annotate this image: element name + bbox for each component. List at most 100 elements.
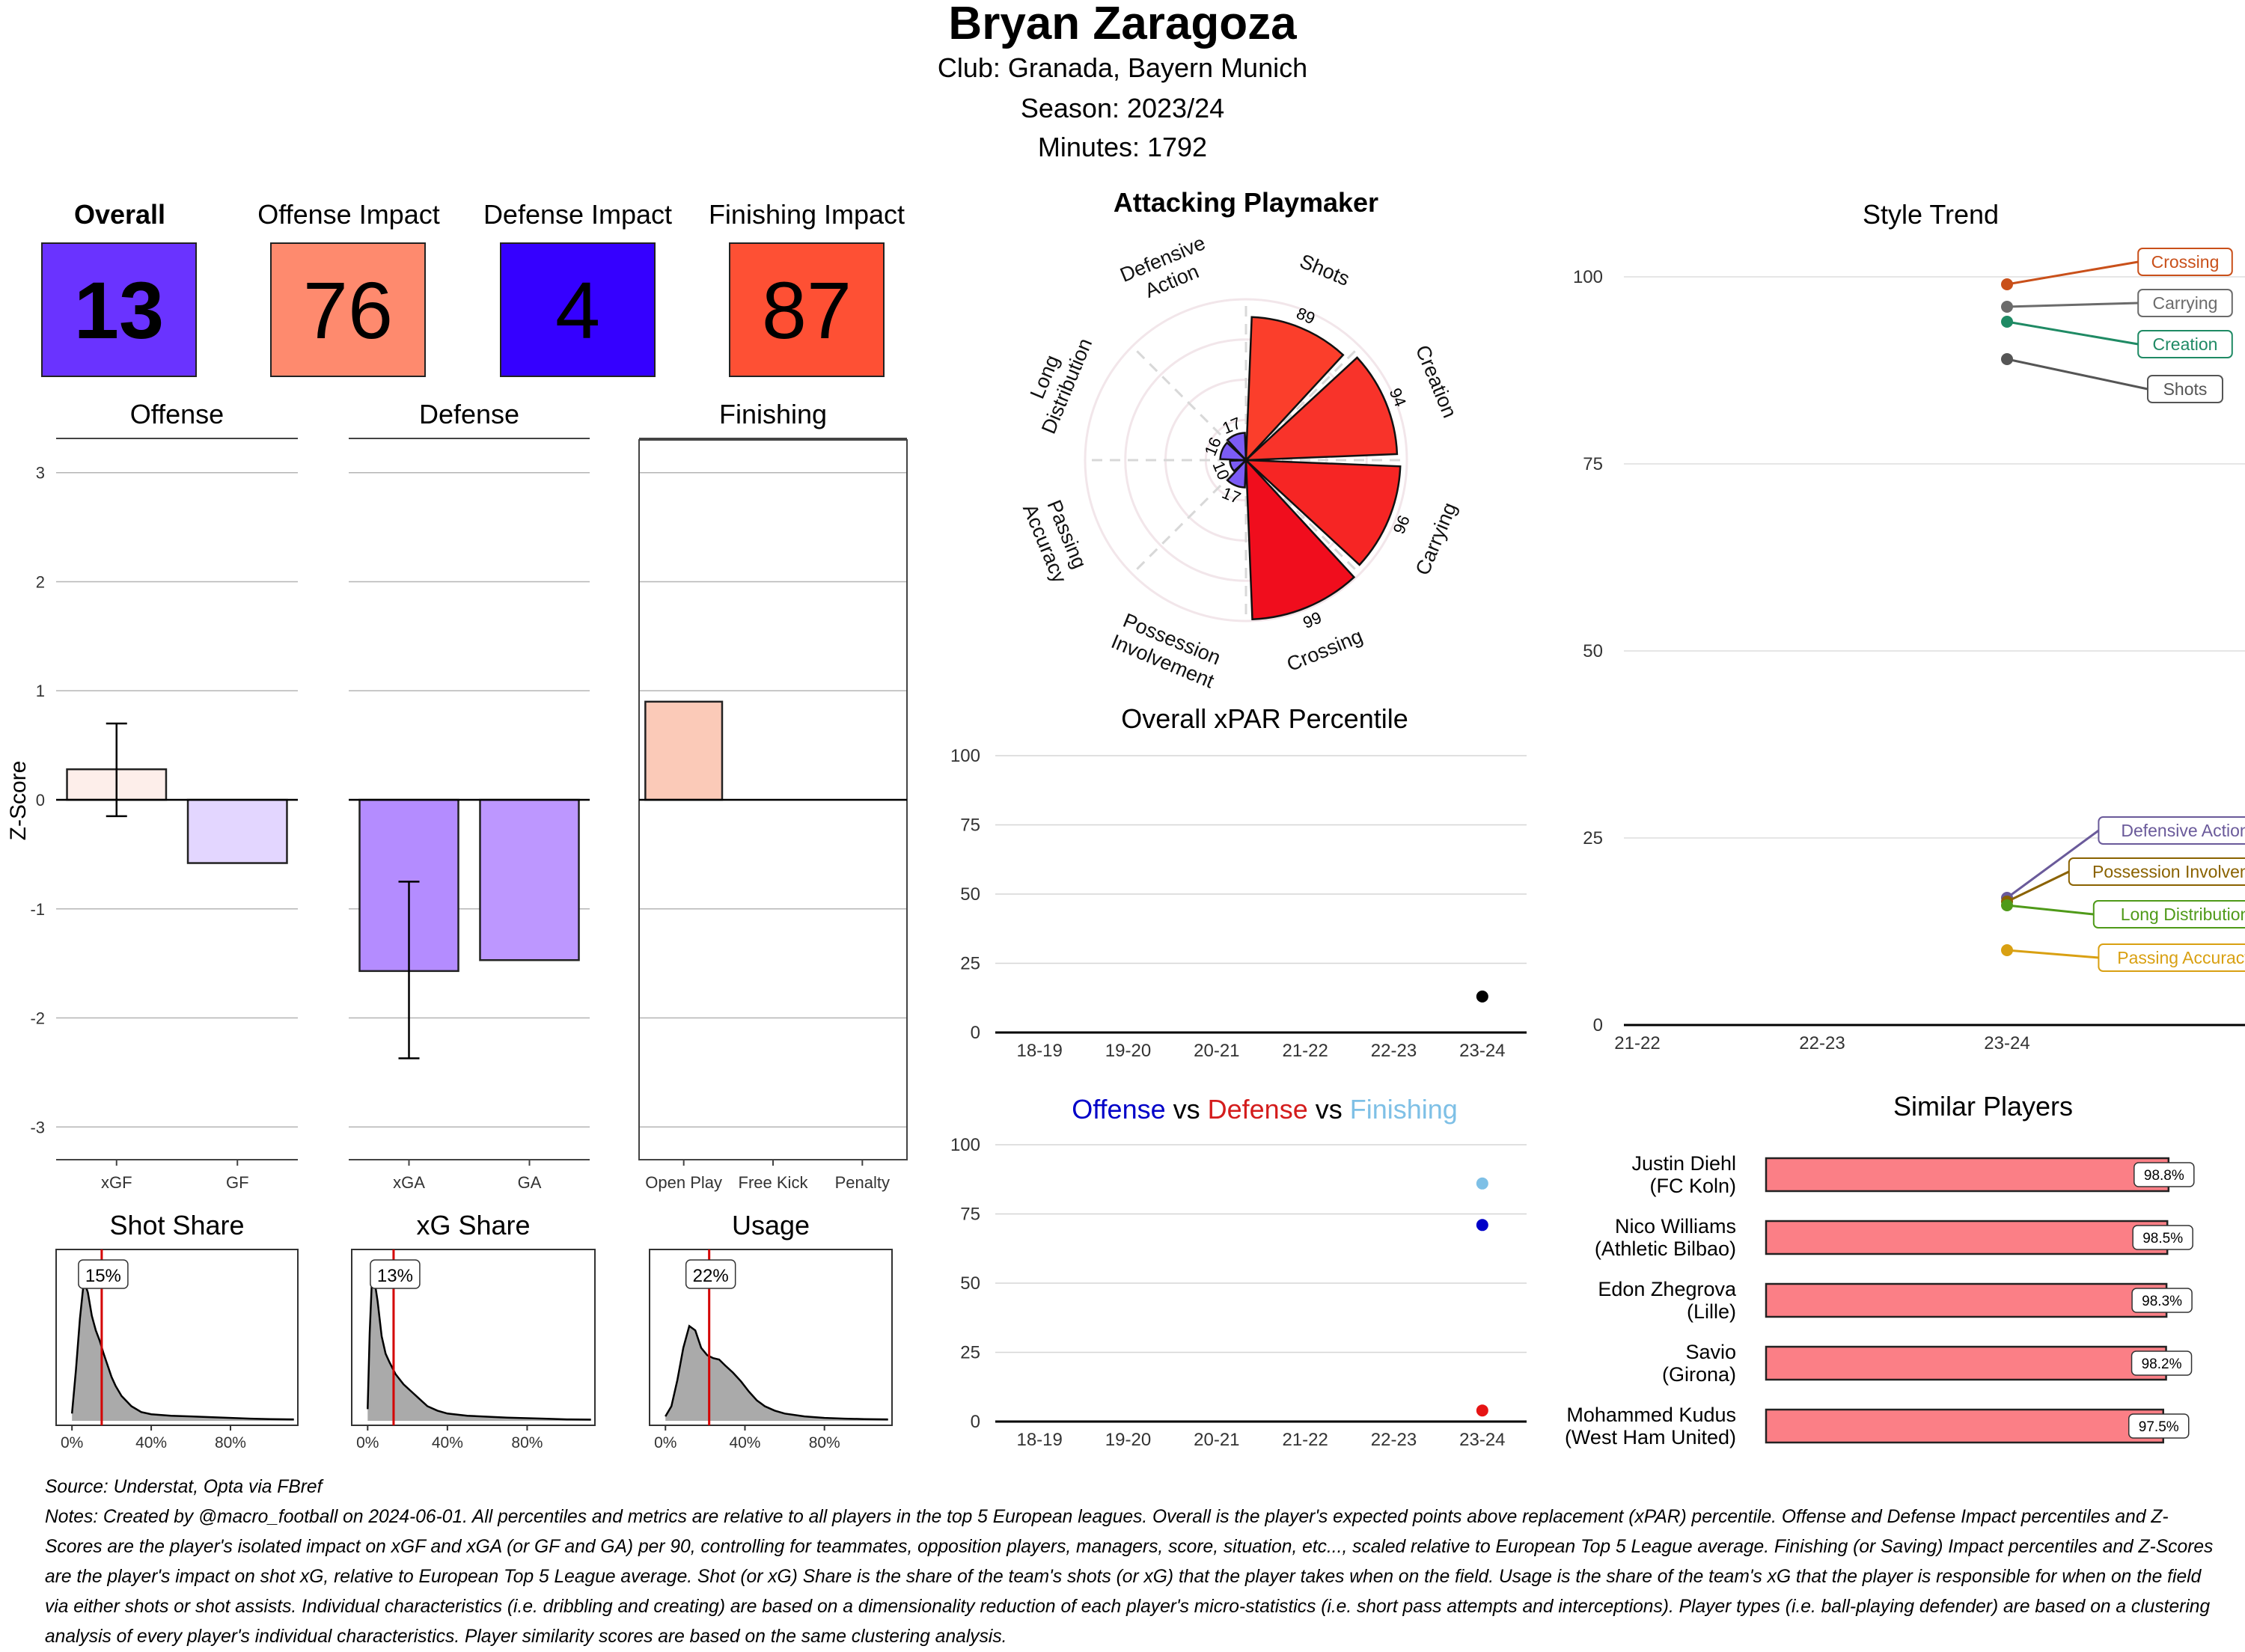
xpar-xtick-label: 20-21 (1194, 1041, 1239, 1061)
z-ytick-label: -3 (30, 1118, 45, 1136)
density-line (665, 1324, 888, 1421)
ovd-xtick-label: 23-24 (1459, 1430, 1505, 1450)
similar-players-chart: Justin Diehl(FC Koln) 98.8%Nico Williams(… (1565, 1152, 2195, 1448)
trend-label: Creation (2153, 334, 2218, 354)
density-label: 22% (693, 1266, 729, 1286)
footer-notes: Source: Understat, Opta via FBref Notes:… (45, 1472, 2215, 1652)
radar-category-label: PossessionInvolvement (1108, 608, 1227, 688)
kpi-defense-label: Defense Impact (483, 199, 673, 230)
trend-label-box (2098, 816, 2245, 845)
radar-value-label: 99 (1300, 608, 1324, 631)
trend-label: Passing Accuracy (2117, 948, 2245, 967)
trend-connector (2006, 904, 2094, 916)
radar-category-line: Carrying (1411, 499, 1461, 578)
density-xtick-label: 80% (215, 1434, 246, 1451)
trend-label-box (2068, 857, 2245, 886)
z-xtick-label: xGF (101, 1173, 132, 1192)
style-trend-chart: 0 25 50 75 100 21-22 22-23 23-24 Crossing Carryin… (1573, 248, 2245, 1053)
zscore-chart: Z-Score 3 2 1 0 -1 -2 -3 Offense xGF GF Defense xGA G… (6, 399, 908, 1192)
ovd-chart: 0 25 50 75 100 18-19 19-20 20-21 21-22 22-23 23-24 (950, 1135, 1527, 1450)
ovd-ytick-label: 100 (950, 1135, 980, 1155)
z-ytick-label: 1 (36, 682, 45, 700)
player-name: Bryan Zaragoza (948, 0, 1297, 49)
club-line: Club: Granada, Bayern Munich (937, 52, 1308, 83)
trend-label: Shots (2163, 379, 2208, 399)
trend-point (2001, 301, 2013, 313)
radar-category-label: Carrying (1411, 499, 1461, 578)
radar-bar (1226, 457, 1247, 489)
radar-category-label: Creation (1411, 342, 1461, 421)
trend-connector (2006, 358, 2148, 391)
trend-connector (2006, 870, 2070, 903)
trend-ytick-label: 0 (1593, 1015, 1603, 1035)
xpar-title: Overall xPAR Percentile (1121, 703, 1408, 734)
similar-label-box (2131, 1288, 2193, 1313)
trend-ytick-label: 100 (1573, 267, 1603, 287)
similar-label: 98.5% (2142, 1231, 2183, 1246)
source-text: Source: Understat, Opta via FBref (45, 1477, 323, 1497)
radar-category-label: Shots (1297, 250, 1353, 290)
radar-bar (1244, 316, 1345, 463)
similar-label-box (2132, 1225, 2193, 1250)
ovd-xtick-label: 19-20 (1105, 1430, 1151, 1450)
ovd-xtick-label: 22-23 (1371, 1430, 1417, 1450)
xpar-ytick-label: 100 (950, 746, 980, 766)
z-ytick-label: 0 (36, 791, 45, 810)
trend-point (2001, 278, 2013, 290)
kpi-finishing-label: Finishing Impact (708, 199, 905, 230)
radar-category-label: Crossing (1283, 625, 1366, 676)
similar-player-name: Justin Diehl (1631, 1152, 1736, 1175)
similar-player-name: Nico Williams (1615, 1215, 1736, 1238)
similar-player-name: (Girona) (1662, 1363, 1736, 1386)
trend-connector (2006, 829, 2100, 899)
radar-ring (1124, 338, 1368, 582)
radar-bar (1243, 356, 1399, 462)
radar-bar (1219, 441, 1249, 462)
radar-category-line: Crossing (1283, 625, 1366, 676)
density-label-box (685, 1259, 736, 1289)
trend-label-box (2137, 248, 2233, 276)
similar-label: 97.5% (2139, 1419, 2179, 1435)
density-area (665, 1326, 888, 1421)
radar-ring (1084, 298, 1408, 622)
density-xtick-label: 80% (511, 1434, 543, 1451)
radar-category-label: PassingAccuracy (1018, 492, 1093, 587)
similar-player-name: Edon Zhegrova (1598, 1278, 1737, 1300)
z-xtick-label: Penalty (835, 1173, 890, 1192)
similar-bar (1765, 1157, 2170, 1193)
ovd-title-finishing: Finishing (1349, 1094, 1458, 1125)
z-xtick-label: Free Kick (739, 1173, 809, 1192)
xpar-xtick-label: 23-24 (1459, 1041, 1505, 1061)
trend-connector (2006, 260, 2139, 286)
radar-category-label: LongDistribution (1015, 326, 1096, 438)
trend-point (2001, 899, 2013, 911)
minutes-line: Minutes: 1792 (1037, 132, 1208, 162)
xpar-ytick-label: 25 (960, 954, 980, 974)
similar-player-name: (West Ham United) (1565, 1426, 1736, 1448)
xpar-ytick-label: 75 (960, 816, 980, 836)
notes-text: Notes: Created by @macro_football on 202… (45, 1507, 2214, 1647)
kpi-offense-value: 76 (270, 242, 426, 377)
z-bar (479, 798, 580, 961)
similar-bar (1765, 1408, 2164, 1444)
kpi-overall-label: Overall (73, 199, 166, 230)
trend-label: Carrying (2153, 293, 2218, 313)
ovd-ytick-label: 75 (960, 1205, 980, 1225)
ovd-ytick-label: 0 (971, 1412, 980, 1432)
density-title: Shot Share (109, 1210, 244, 1240)
z-bar (186, 798, 288, 864)
xpar-chart: 0 25 50 75 100 18-19 19-20 20-21 21-22 22-23 23-24 (950, 746, 1527, 1061)
density-label-box (78, 1259, 129, 1289)
trend-label-box (2098, 943, 2245, 972)
density-area (72, 1280, 294, 1421)
trend-connector (2006, 320, 2139, 346)
ovd-xtick-label: 18-19 (1016, 1430, 1062, 1450)
radar-title: Attacking Playmaker (1113, 187, 1379, 218)
trend-xtick-label: 22-23 (1799, 1033, 1845, 1053)
season-line: Season: 2023/24 (1020, 93, 1225, 123)
density-xtick-label: 0% (654, 1434, 676, 1451)
radar-category-line: Creation (1411, 342, 1461, 421)
density-label-box (370, 1259, 421, 1289)
similar-player-name: Savio (1685, 1341, 1736, 1363)
similar-bar (1765, 1282, 2168, 1318)
